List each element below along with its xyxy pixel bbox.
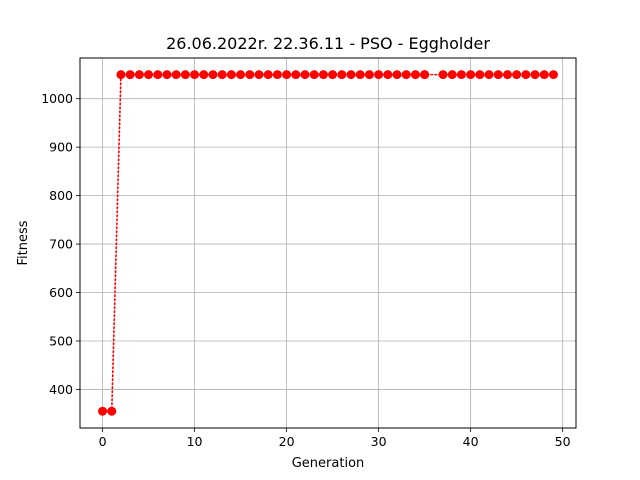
series-line	[101, 73, 555, 413]
x-tick-label: 0	[99, 434, 107, 449]
data-point	[401, 70, 411, 80]
data-point	[383, 70, 393, 80]
data-point	[199, 70, 209, 80]
tick-layer: 0 10 20 30 40 50 400 500 600 700 800 900 1000	[41, 91, 570, 449]
data-point	[420, 70, 430, 80]
data-point	[282, 70, 292, 80]
data-point	[208, 70, 218, 80]
data-point	[318, 70, 328, 80]
grid	[80, 58, 576, 428]
data-point	[493, 70, 503, 80]
data-point	[392, 70, 402, 80]
data-point	[364, 70, 374, 80]
x-tick-label: 20	[279, 434, 295, 449]
data-point	[346, 70, 356, 80]
data-point	[125, 70, 135, 80]
y-tick-label: 400	[49, 382, 73, 397]
data-point	[337, 70, 347, 80]
data-point	[190, 70, 200, 80]
x-tick-label: 40	[463, 434, 479, 449]
y-tick-label: 500	[49, 333, 73, 348]
data-point	[484, 70, 494, 80]
data-point	[539, 70, 549, 80]
data-point	[456, 70, 466, 80]
x-axis-label: Generation	[292, 456, 365, 471]
data-point	[475, 70, 485, 80]
data-point	[512, 70, 522, 80]
data-point	[98, 406, 108, 416]
x-tick-label: 10	[187, 434, 203, 449]
data-point	[171, 70, 181, 80]
data-point	[144, 70, 154, 80]
data-point	[153, 70, 163, 80]
data-point	[328, 70, 338, 80]
x-tick-label: 50	[555, 434, 571, 449]
chart-title: 26.06.2022r. 22.36.11 - PSO - Eggholder	[166, 34, 490, 53]
data-point	[291, 70, 301, 80]
y-axis-label: Fitness	[16, 220, 31, 265]
data-point	[134, 70, 144, 80]
y-tick-label: 900	[49, 140, 73, 155]
data-point	[374, 70, 384, 80]
plot-frame	[79, 57, 577, 429]
data-point	[263, 70, 273, 80]
data-point	[410, 70, 420, 80]
data-point	[180, 70, 190, 80]
data-point	[254, 70, 264, 80]
data-point	[309, 70, 319, 80]
series-layer	[98, 70, 558, 416]
data-point	[355, 70, 365, 80]
x-tick-label: 30	[371, 434, 387, 449]
data-point	[226, 70, 236, 80]
data-point	[521, 70, 531, 80]
data-point	[272, 70, 282, 80]
y-tick-label: 800	[49, 188, 73, 203]
data-point	[447, 70, 457, 80]
data-point	[162, 70, 172, 80]
data-point	[530, 70, 540, 80]
data-point	[236, 70, 246, 80]
y-tick-label: 700	[49, 237, 73, 252]
data-point	[438, 70, 448, 80]
y-tick-label: 1000	[41, 91, 73, 106]
data-point	[107, 406, 117, 416]
data-point	[116, 70, 126, 80]
data-point	[466, 70, 476, 80]
data-point	[300, 70, 310, 80]
data-point	[245, 70, 255, 80]
data-point	[548, 70, 558, 80]
data-point	[502, 70, 512, 80]
y-tick-label: 600	[49, 285, 73, 300]
data-point	[217, 70, 227, 80]
